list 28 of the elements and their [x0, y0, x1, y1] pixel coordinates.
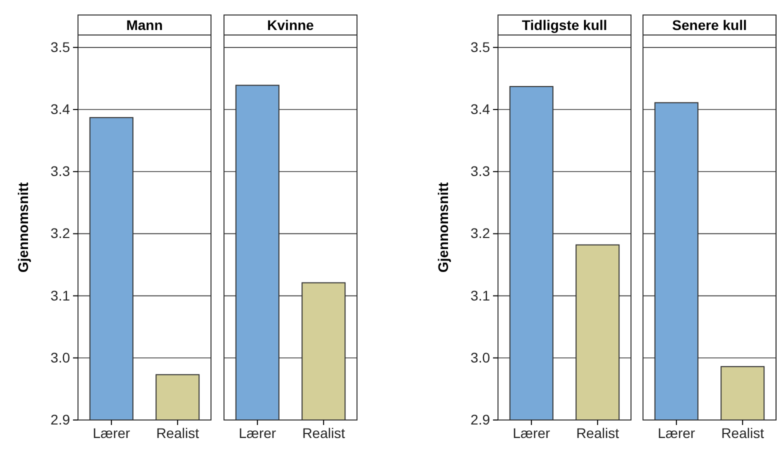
x-tick-label: Lærer: [658, 424, 696, 441]
y-tick-label: 3.3: [50, 163, 70, 180]
x-tick-label: Realist: [721, 424, 764, 441]
chart-title: Senere kull: [672, 17, 747, 33]
y-tick-label: 3.2: [470, 225, 490, 242]
y-axis-title: Gjennomsnitt: [435, 182, 451, 273]
y-tick-label: 3.4: [50, 100, 70, 117]
y-tick-label: 3.0: [50, 349, 70, 366]
y-tick-label: 2.9: [50, 411, 70, 428]
x-tick-label: Lærer: [238, 424, 276, 441]
x-tick-label: Lærer: [512, 424, 550, 441]
chart-title: Kvinne: [267, 17, 314, 33]
chart-title: Tidligste kull: [522, 17, 608, 33]
y-tick-label: 2.9: [470, 411, 490, 428]
y-tick-label: 3.1: [50, 287, 70, 304]
y-axis-title: Gjennomsnitt: [15, 182, 31, 273]
x-tick-label: Realist: [576, 424, 620, 441]
chart-title: Mann: [126, 17, 163, 33]
y-tick-label: 3.2: [50, 225, 70, 242]
y-tick-label: 3.0: [470, 349, 490, 366]
y-tick-label: 3.1: [470, 287, 490, 304]
y-tick-label: 3.5: [50, 38, 70, 55]
y-tick-label: 3.5: [470, 38, 490, 55]
y-tick-label: 3.4: [470, 100, 490, 117]
x-tick-label: Realist: [156, 424, 200, 441]
x-tick-label: Realist: [302, 424, 346, 441]
x-tick-label: Lærer: [92, 424, 130, 441]
y-tick-label: 3.3: [470, 163, 490, 180]
